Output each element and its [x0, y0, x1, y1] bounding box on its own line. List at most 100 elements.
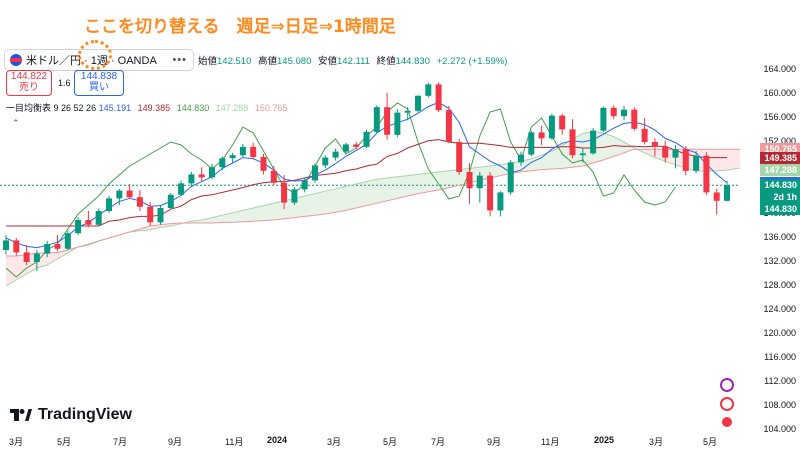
- kumo-segment: [160, 223, 171, 228]
- time-axis-label: 2024: [267, 435, 288, 445]
- buy-price: 144.838: [80, 71, 118, 82]
- usd-flag-icon: [10, 54, 22, 66]
- high-value: 145.080: [277, 56, 312, 67]
- candle-body: [651, 142, 658, 147]
- kumo-segment: [232, 210, 243, 223]
- candle-body: [312, 165, 318, 181]
- candle-body: [528, 132, 535, 155]
- candle-body: [394, 112, 401, 135]
- candle-body: [445, 110, 452, 142]
- price-axis-label: 156.000: [763, 112, 796, 122]
- kumo-segment: [644, 149, 655, 158]
- timeframe-highlight-circle: [78, 40, 112, 70]
- candle-body: [54, 244, 61, 249]
- open-value: 142.510: [217, 56, 252, 67]
- candle-body: [219, 158, 226, 168]
- kijun-line: [6, 139, 727, 227]
- candle-body: [126, 190, 133, 198]
- kumo-segment: [356, 181, 367, 208]
- candle-body: [672, 149, 679, 158]
- change-value: +2.272 (+1.59%): [436, 56, 508, 67]
- candle-body: [44, 244, 51, 254]
- candle-body: [75, 220, 82, 234]
- price-axis-label: 120.000: [763, 328, 796, 338]
- kumo-segment: [490, 164, 501, 178]
- candle-body: [476, 175, 483, 189]
- kumo-segment: [242, 208, 254, 222]
- kumo-segment: [387, 176, 398, 201]
- price-axis-label: 136.000: [763, 232, 796, 242]
- candle-body: [487, 175, 494, 211]
- kumo-segment: [284, 198, 295, 219]
- candle-body: [703, 155, 710, 193]
- time-axis-label: 9月: [487, 437, 502, 447]
- ichimoku-legend[interactable]: 一目均衡表 9 26 52 26 145.191 149.385 144.830…: [6, 101, 291, 114]
- candle-body: [147, 206, 154, 223]
- buy-label: 買い: [89, 82, 109, 93]
- candle-body: [404, 110, 411, 113]
- tradingview-logo-icon: [10, 409, 32, 421]
- candle-body: [579, 153, 586, 156]
- kumo-segment: [448, 169, 460, 188]
- close-value: 144.830: [395, 56, 430, 67]
- price-axis-label: 124.000: [763, 304, 796, 314]
- kumo-segment: [737, 149, 740, 169]
- time-axis[interactable]: 3月 5月 7月 9月 11月 2024 3月 5月 7月 9月 11月 2025 3月 5月: [0, 432, 740, 450]
- lightning-icon[interactable]: [720, 378, 734, 392]
- more-options-icon[interactable]: •••: [172, 54, 187, 66]
- kumo-segment: [315, 191, 326, 216]
- kumo-segment: [716, 149, 727, 171]
- low-value: 142.111: [337, 56, 370, 67]
- candle-body: [682, 149, 689, 171]
- kumo-segment: [397, 175, 408, 199]
- price-axis-tag: 147.288: [760, 164, 800, 177]
- price-axis-label: 164.000: [763, 64, 796, 74]
- price-axis-label: 132.000: [763, 256, 796, 266]
- price-axis[interactable]: 164.000160.000156.000152.000148.000144.0…: [740, 58, 800, 434]
- candle-body: [569, 129, 576, 156]
- price-chart[interactable]: [0, 58, 740, 430]
- candle-body: [13, 240, 20, 253]
- candle-body: [373, 107, 380, 132]
- candle-body: [239, 146, 246, 156]
- candle-body: [610, 107, 617, 117]
- sell-button[interactable]: 144.822 売り: [6, 70, 52, 96]
- candle-body: [363, 131, 370, 147]
- time-axis-label: 3月: [9, 437, 24, 447]
- kumo-segment: [531, 155, 542, 171]
- kumo-segment: [273, 200, 285, 220]
- candle-body: [106, 198, 112, 211]
- price-axis-label: 152.000: [763, 136, 796, 146]
- sell-price: 144.822: [10, 71, 48, 82]
- record-icon[interactable]: [720, 397, 734, 411]
- us-flag-icon[interactable]: [720, 415, 734, 429]
- kumo-segment: [253, 205, 264, 222]
- price-axis-label: 160.000: [763, 88, 796, 98]
- tradingview-logo[interactable]: TradingView: [10, 406, 132, 424]
- price-axis-tag: 149.385: [760, 151, 800, 164]
- candle-body: [64, 233, 71, 249]
- kumo-segment: [304, 193, 315, 217]
- chikou-line: [5, 102, 676, 278]
- annotation-banner: ここを切り替える 週足⇒日足⇒1時間足: [84, 17, 396, 37]
- kumo-segment: [325, 188, 336, 214]
- candle-body: [353, 144, 360, 147]
- candle-body: [198, 174, 205, 178]
- open-label: 始値: [198, 56, 218, 67]
- buy-button[interactable]: 144.838 買い: [74, 70, 124, 96]
- spread-value: 1.6: [58, 78, 71, 88]
- kumo-segment: [613, 136, 624, 157]
- chevron-up-icon[interactable]: ⌃: [12, 118, 20, 128]
- candle-body: [662, 146, 669, 158]
- candle-body: [178, 183, 185, 195]
- candle-body: [291, 189, 298, 203]
- time-axis-label: 5月: [57, 437, 72, 447]
- kumo-segment: [376, 178, 388, 204]
- kumo-segment: [335, 186, 346, 213]
- low-label: 安値: [318, 56, 338, 67]
- candle-body: [260, 157, 267, 171]
- price-axis-label: 112.000: [764, 376, 796, 386]
- time-axis-label: 9月: [168, 437, 183, 447]
- candle-body: [167, 194, 174, 208]
- span-a-line: [5, 130, 740, 287]
